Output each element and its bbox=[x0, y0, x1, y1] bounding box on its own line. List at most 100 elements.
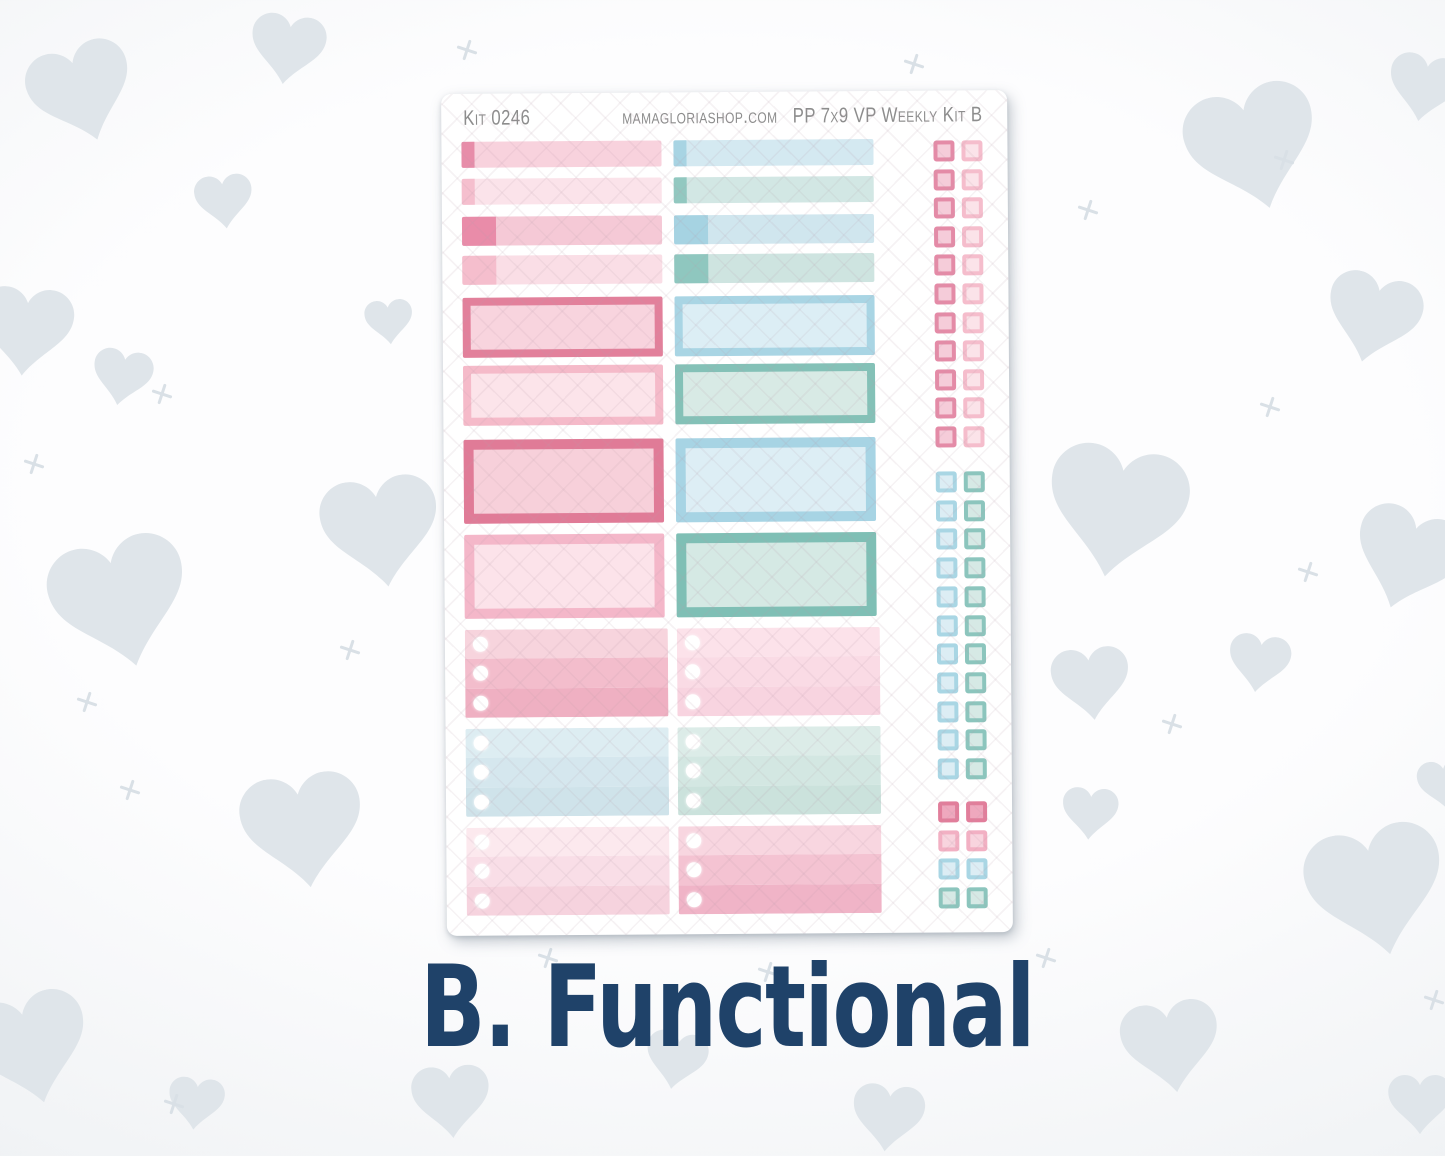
checklist-stripe bbox=[678, 883, 882, 915]
heart-icon bbox=[1230, 633, 1292, 692]
checkbox-sticker bbox=[937, 672, 959, 694]
checkbox-sticker bbox=[935, 471, 957, 493]
checkbox-sticker bbox=[934, 226, 956, 248]
heart-icon bbox=[1303, 821, 1440, 955]
checklist-box-sticker bbox=[466, 826, 670, 916]
outline-box-sticker bbox=[462, 296, 663, 358]
heart-icon bbox=[0, 989, 84, 1103]
kit-name-label: PP 7x9 VP Weekly Kit B bbox=[792, 103, 983, 128]
heart-icon bbox=[364, 299, 412, 345]
checklist-dot bbox=[685, 793, 702, 809]
checkbox-sticker bbox=[962, 311, 984, 333]
outline-box-sticker bbox=[675, 436, 877, 523]
quarter-bar-sticker bbox=[462, 254, 663, 285]
heart-icon bbox=[1050, 646, 1128, 720]
plus-mark-icon bbox=[1161, 713, 1183, 735]
checkbox-sticker bbox=[965, 729, 987, 751]
heart-icon bbox=[854, 1083, 926, 1152]
bar-accent-tab bbox=[462, 255, 497, 285]
heart-icon bbox=[46, 533, 182, 666]
checkbox-sticker bbox=[962, 283, 984, 305]
checkbox-sticker bbox=[964, 614, 986, 636]
heart-icon bbox=[1182, 80, 1312, 208]
plus-mark-icon bbox=[1035, 947, 1057, 969]
plus-mark-icon bbox=[23, 453, 45, 475]
heart-icon bbox=[252, 12, 327, 84]
quarter-bar-sticker bbox=[461, 177, 662, 205]
bar-accent-tab bbox=[673, 215, 709, 245]
checklist-dot bbox=[686, 862, 702, 878]
heart-icon bbox=[1063, 787, 1119, 840]
heart-icon bbox=[1416, 758, 1445, 811]
checkbox-sticker bbox=[961, 168, 983, 190]
checklist-dot bbox=[474, 864, 490, 880]
checkbox-sticker bbox=[936, 557, 958, 579]
checkbox-sticker bbox=[933, 197, 955, 219]
checkbox-sticker bbox=[961, 197, 983, 219]
checkbox-sticker bbox=[964, 528, 986, 550]
checkbox-sticker bbox=[934, 254, 956, 276]
checkbox-sticker bbox=[963, 368, 985, 391]
bar-accent-tab bbox=[461, 141, 475, 168]
quarter-bar-sticker bbox=[673, 213, 875, 245]
plus-mark-icon bbox=[339, 639, 361, 661]
heart-icon bbox=[1388, 1075, 1445, 1135]
checkbox-sticker bbox=[962, 340, 984, 362]
checkbox-sticker bbox=[938, 801, 960, 823]
checklist-stripe bbox=[677, 656, 881, 688]
heart-icon bbox=[1391, 52, 1445, 122]
checkbox-sticker bbox=[935, 397, 957, 419]
quarter-bar-sticker bbox=[461, 215, 663, 246]
checklist-dot bbox=[685, 734, 701, 750]
plus-mark-icon bbox=[1273, 149, 1295, 171]
bar-accent-tab bbox=[674, 254, 709, 284]
heart-icon bbox=[1051, 442, 1190, 577]
checklist-stripe bbox=[678, 854, 882, 886]
checkbox-sticker bbox=[965, 700, 987, 722]
heart-icon bbox=[25, 38, 128, 140]
plus-mark-icon bbox=[1297, 561, 1319, 583]
checkbox-sticker bbox=[936, 614, 958, 637]
quarter-bar-sticker bbox=[673, 175, 874, 204]
checklist-dot bbox=[685, 694, 701, 710]
checklist-stripe bbox=[677, 784, 882, 816]
checkbox-sticker bbox=[933, 168, 955, 191]
outline-box-sticker bbox=[674, 362, 876, 425]
checkbox-sticker bbox=[938, 887, 960, 909]
checkbox-sticker bbox=[933, 140, 955, 162]
kit-number-label: Kit 0246 bbox=[463, 106, 531, 130]
checklist-stripe bbox=[466, 826, 670, 858]
checklist-stripe bbox=[465, 687, 669, 718]
checkbox-sticker bbox=[964, 585, 986, 608]
checkbox-sticker bbox=[937, 758, 959, 780]
plus-mark-icon bbox=[1077, 199, 1099, 221]
checkbox-sticker bbox=[937, 700, 959, 723]
checklist-dot bbox=[473, 735, 489, 751]
bar-accent-tab bbox=[673, 140, 687, 167]
checklist-box-sticker bbox=[465, 727, 670, 817]
plus-mark-icon bbox=[1259, 396, 1281, 418]
checkbox-sticker bbox=[938, 830, 960, 852]
checkbox-sticker bbox=[963, 426, 985, 448]
outline-box-sticker bbox=[676, 531, 877, 618]
checkbox-sticker bbox=[966, 830, 988, 852]
outline-box-sticker bbox=[462, 364, 664, 426]
checklist-stripe bbox=[676, 626, 881, 658]
bar-accent-tab bbox=[673, 177, 687, 204]
checkbox-sticker bbox=[935, 500, 958, 522]
checkbox-sticker bbox=[966, 801, 988, 823]
checkbox-sticker bbox=[936, 528, 958, 550]
checklist-box-sticker bbox=[464, 628, 669, 718]
quarter-bar-sticker bbox=[673, 138, 874, 167]
heart-icon bbox=[169, 1076, 225, 1130]
checklist-dot bbox=[473, 666, 489, 682]
shop-url-label: mamagloriashop.com bbox=[622, 104, 778, 129]
checkbox-sticker bbox=[938, 858, 960, 880]
checkbox-sticker bbox=[936, 586, 958, 608]
checkbox-sticker bbox=[965, 672, 987, 694]
checklist-dot bbox=[473, 794, 490, 810]
plus-mark-icon bbox=[76, 691, 98, 713]
heart-icon bbox=[239, 771, 360, 888]
checkbox-sticker bbox=[964, 643, 987, 665]
checklist-dot bbox=[684, 635, 700, 651]
